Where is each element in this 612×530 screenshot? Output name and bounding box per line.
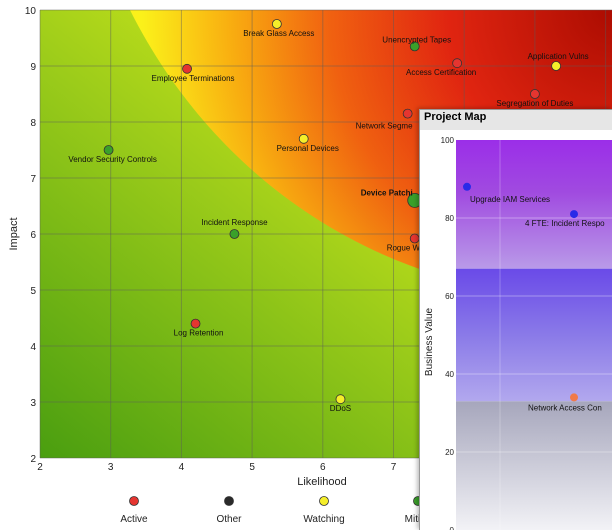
risk-point-label: DDoS bbox=[330, 404, 351, 413]
risk-point-label: Application Vulns bbox=[528, 52, 589, 61]
risk-point[interactable] bbox=[103, 145, 114, 155]
y-tick-label: 8 bbox=[30, 118, 36, 129]
project-point-label: 4 FTE: Incident Respo bbox=[525, 219, 605, 228]
project-points: Upgrade IAM Services 4 FTE: Incident Resp… bbox=[463, 182, 605, 412]
project-y-axis-label: Business Value bbox=[424, 307, 435, 376]
y-tick-label: 9 bbox=[30, 62, 36, 73]
x-tick-label: 3 bbox=[108, 462, 114, 473]
project-map-panel[interactable]: 0 20 40 60 80 100 Business Value Upgrade IAM … bbox=[419, 109, 612, 530]
project-map-title: Project Map bbox=[424, 111, 487, 123]
y-tick-label: 5 bbox=[30, 286, 36, 297]
x-axis-label: Likelihood bbox=[297, 476, 347, 488]
project-y-tick-label: 40 bbox=[445, 370, 454, 379]
project-y-tick-label: 80 bbox=[445, 214, 454, 223]
project-point-label: Network Access Con bbox=[528, 403, 602, 412]
project-point[interactable] bbox=[570, 210, 578, 219]
y-tick-label: 4 bbox=[30, 342, 36, 353]
risk-point[interactable] bbox=[530, 89, 540, 99]
risk-point-label: Access Certification bbox=[406, 68, 476, 77]
risk-point[interactable] bbox=[551, 61, 562, 71]
risk-point[interactable] bbox=[298, 133, 309, 144]
x-tick-label: 2 bbox=[37, 462, 43, 473]
risk-point[interactable] bbox=[182, 63, 192, 74]
axis-tick-labels: 2 3 4 5 6 7 2 3 4 5 6 7 8 9 10 bbox=[25, 6, 397, 473]
value-band-medium bbox=[456, 268, 612, 402]
risk-points: Break Glass Access Unencrypted Tapes Emplo… bbox=[68, 19, 589, 413]
risk-point[interactable] bbox=[409, 233, 420, 244]
project-y-tick-label: 60 bbox=[445, 292, 454, 301]
risk-point[interactable] bbox=[229, 229, 240, 239]
risk-point-label: Unencrypted Tapes bbox=[382, 35, 451, 44]
risk-point-label: Network Segme bbox=[356, 122, 413, 131]
legend-marker bbox=[224, 496, 234, 506]
risk-point[interactable] bbox=[271, 19, 282, 29]
legend-marker bbox=[129, 496, 139, 506]
y-tick-label: 7 bbox=[30, 174, 36, 185]
legend: Active Other Watching Mitiga bbox=[120, 496, 432, 525]
legend-label: Active bbox=[120, 514, 148, 525]
x-tick-label: 4 bbox=[179, 462, 185, 473]
y-tick-label: 6 bbox=[30, 230, 36, 241]
risk-point-label: Rogue W bbox=[387, 243, 421, 252]
x-tick-label: 5 bbox=[249, 462, 255, 473]
risk-point-label: Incident Response bbox=[201, 218, 268, 227]
risk-point[interactable] bbox=[402, 108, 413, 119]
value-band-low bbox=[456, 401, 612, 530]
legend-label: Mitiga bbox=[405, 514, 432, 525]
project-y-tick-label: 0 bbox=[450, 526, 455, 530]
y-tick-label: 3 bbox=[30, 398, 36, 409]
risk-point-label: Log Retention bbox=[174, 329, 224, 338]
risk-point[interactable] bbox=[190, 318, 201, 329]
risk-point[interactable] bbox=[335, 394, 346, 405]
y-tick-label: 2 bbox=[30, 454, 36, 465]
risk-point-label: Device Patchi bbox=[361, 188, 413, 197]
risk-point-label: Segregation of Duties bbox=[496, 99, 573, 108]
project-tick-labels: 0 20 40 60 80 100 bbox=[441, 136, 455, 530]
legend-label: Watching bbox=[303, 514, 344, 525]
project-map-chart: 0 20 40 60 80 100 Business Value Upgrade IAM … bbox=[420, 110, 612, 530]
x-tick-label: 7 bbox=[391, 462, 397, 473]
project-y-tick-label: 100 bbox=[441, 136, 455, 145]
legend-marker bbox=[319, 496, 329, 506]
value-band-high bbox=[456, 140, 612, 269]
risk-point-label: Personal Devices bbox=[277, 144, 339, 153]
risk-point-label: Vendor Security Controls bbox=[68, 155, 157, 164]
y-tick-label: 10 bbox=[25, 6, 37, 17]
risk-point-label: Break Glass Access bbox=[243, 29, 314, 38]
project-point-label: Upgrade IAM Services bbox=[470, 195, 550, 204]
risk-point[interactable] bbox=[409, 41, 420, 52]
project-grid-lines bbox=[456, 140, 612, 530]
project-point[interactable] bbox=[570, 393, 578, 402]
risk-point-label: Employee Terminations bbox=[152, 74, 235, 83]
risk-point[interactable] bbox=[452, 58, 463, 69]
y-axis-label: Impact bbox=[8, 217, 20, 250]
project-point[interactable] bbox=[463, 182, 471, 191]
legend-label: Other bbox=[216, 514, 242, 525]
x-tick-label: 6 bbox=[320, 462, 326, 473]
project-y-tick-label: 20 bbox=[445, 448, 454, 457]
